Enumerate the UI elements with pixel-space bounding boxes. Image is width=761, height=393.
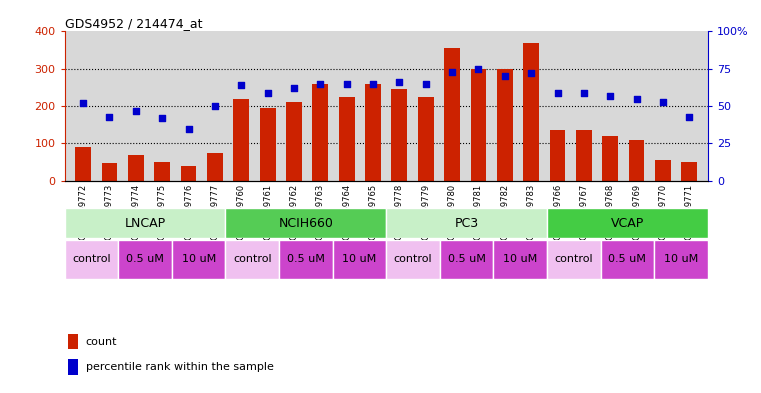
- Bar: [549, 130, 565, 181]
- Bar: [75, 147, 91, 181]
- Point: [262, 90, 274, 96]
- Bar: [493, 240, 547, 279]
- Bar: [234, 99, 249, 181]
- Point: [578, 90, 590, 96]
- Bar: [154, 162, 170, 181]
- Text: 10 uM: 10 uM: [342, 254, 377, 264]
- Bar: [225, 208, 386, 238]
- Bar: [313, 84, 328, 181]
- Point: [683, 114, 696, 120]
- Text: VCAP: VCAP: [611, 217, 644, 230]
- Bar: [101, 163, 117, 181]
- Point: [77, 100, 89, 106]
- Bar: [68, 334, 78, 349]
- Bar: [497, 69, 513, 181]
- Point: [552, 90, 564, 96]
- Bar: [365, 84, 381, 181]
- Point: [288, 85, 300, 91]
- Bar: [128, 155, 144, 181]
- Bar: [547, 208, 708, 238]
- Text: 10 uM: 10 uM: [664, 254, 698, 264]
- Bar: [260, 108, 275, 181]
- Bar: [440, 240, 493, 279]
- Point: [209, 103, 221, 109]
- Point: [657, 99, 669, 105]
- Bar: [68, 359, 78, 375]
- Bar: [524, 43, 539, 181]
- Bar: [65, 240, 118, 279]
- Text: 0.5 uM: 0.5 uM: [447, 254, 486, 264]
- Text: 0.5 uM: 0.5 uM: [608, 254, 646, 264]
- Point: [630, 95, 642, 102]
- Text: control: control: [72, 254, 111, 264]
- Text: percentile rank within the sample: percentile rank within the sample: [85, 362, 273, 372]
- Text: count: count: [85, 336, 117, 347]
- Bar: [629, 140, 645, 181]
- Bar: [654, 240, 708, 279]
- Point: [103, 114, 116, 120]
- Text: 10 uM: 10 uM: [503, 254, 537, 264]
- Text: PC3: PC3: [454, 217, 479, 230]
- Bar: [118, 240, 172, 279]
- Bar: [547, 240, 600, 279]
- Text: control: control: [233, 254, 272, 264]
- Bar: [333, 240, 386, 279]
- Text: control: control: [393, 254, 432, 264]
- Bar: [470, 69, 486, 181]
- Bar: [65, 208, 225, 238]
- Bar: [576, 130, 592, 181]
- Bar: [339, 97, 355, 181]
- Point: [156, 115, 168, 121]
- Point: [393, 79, 406, 85]
- Bar: [225, 240, 279, 279]
- Text: GDS4952 / 214474_at: GDS4952 / 214474_at: [65, 17, 202, 30]
- Bar: [391, 89, 407, 181]
- Bar: [180, 166, 196, 181]
- Point: [419, 81, 431, 87]
- Point: [130, 107, 142, 114]
- Point: [604, 92, 616, 99]
- Bar: [418, 97, 434, 181]
- Text: 0.5 uM: 0.5 uM: [287, 254, 325, 264]
- Point: [341, 81, 353, 87]
- Bar: [600, 240, 654, 279]
- Bar: [286, 102, 302, 181]
- Bar: [444, 48, 460, 181]
- Point: [498, 73, 511, 79]
- Point: [367, 81, 379, 87]
- Bar: [681, 162, 697, 181]
- Text: LNCAP: LNCAP: [125, 217, 166, 230]
- Text: 0.5 uM: 0.5 uM: [126, 254, 164, 264]
- Point: [473, 66, 485, 72]
- Text: 10 uM: 10 uM: [182, 254, 216, 264]
- Bar: [655, 160, 671, 181]
- Point: [446, 69, 458, 75]
- Bar: [279, 240, 333, 279]
- Point: [314, 81, 326, 87]
- Point: [235, 82, 247, 88]
- Text: control: control: [555, 254, 593, 264]
- Bar: [172, 240, 225, 279]
- Bar: [602, 136, 618, 181]
- Bar: [207, 153, 223, 181]
- Bar: [386, 240, 440, 279]
- Point: [525, 70, 537, 76]
- Bar: [386, 208, 547, 238]
- Point: [183, 125, 195, 132]
- Text: NCIH660: NCIH660: [279, 217, 333, 230]
